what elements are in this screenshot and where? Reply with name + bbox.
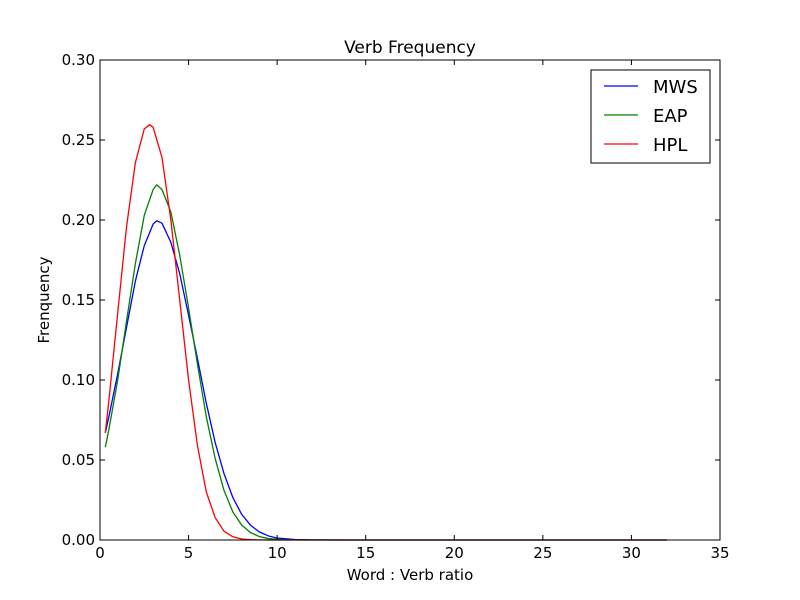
legend-label-mws: MWS [653,77,698,98]
legend-item-mws: MWS [604,77,698,98]
legend-item-eap: EAP [604,106,688,127]
y-tick-label: 0.25 [62,131,95,149]
x-tick-label: 10 [268,544,287,562]
series-line-hpl [104,124,667,541]
x-axis-label: Word : Verb ratio [347,566,474,584]
tick-layer: 0 5 10 15 20 25 30 35 0.00 0.05 0.10 0.15 0.20 0.25 0.… [62,51,730,562]
x-tick-label: 25 [533,544,552,562]
x-tick-label: 20 [445,544,464,562]
legend-item-hpl: HPL [604,135,687,156]
chart-title: Verb Frequency [344,38,476,58]
legend-label-hpl: HPL [653,135,687,156]
y-tick-label: 0.10 [62,371,95,389]
x-tick-label: 0 [95,544,105,562]
y-tick-label: 0.20 [62,211,95,229]
plot-area: 0 5 10 15 20 25 30 35 0.00 0.05 0.10 0.15 0.20 0.25 0.… [62,51,730,562]
x-tick-label: 5 [184,544,194,562]
y-axis-label: Frenquency [35,256,53,343]
series-line-mws [104,220,667,541]
y-tick-label: 0.30 [62,51,95,69]
legend: MWS EAP HPL [590,69,711,164]
x-tick-label: 15 [356,544,375,562]
y-tick-label: 0.05 [62,451,95,469]
x-tick-label: 35 [710,544,729,562]
y-tick-label: 0.00 [62,531,95,549]
x-tick-label: 30 [622,544,641,562]
series-line-eap [104,184,667,541]
y-tick-label: 0.15 [62,291,95,309]
legend-label-eap: EAP [653,106,688,127]
series-layer [104,124,667,541]
